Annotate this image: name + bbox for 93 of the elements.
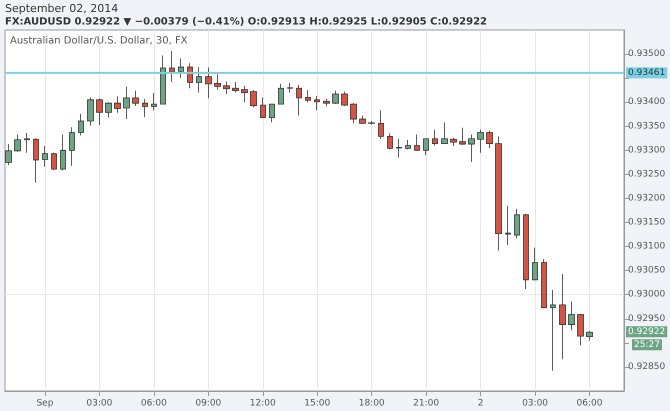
candlestick [441, 122, 448, 144]
candlestick [414, 134, 420, 152]
candlestick [241, 85, 248, 103]
y-tick-label: 0.93000 [628, 290, 666, 300]
candlestick [505, 205, 511, 246]
candlestick [250, 90, 257, 108]
x-tick-label: 18:00 [358, 398, 385, 408]
candlestick [24, 132, 30, 154]
y-tick-label: 0.93300 [628, 145, 666, 156]
candlestick [468, 134, 475, 162]
candlestick [396, 138, 402, 158]
candlestick [459, 127, 466, 146]
candlestick [577, 314, 584, 346]
candlestick [550, 290, 556, 372]
chart-subtitle: FX:AUDUSD 0.92922 ▼ −0.00379 (−0.41%) O:0.92913 H:0.92925 L:0.92905 C:0.92922 [5, 16, 488, 28]
y-tick-label: 0.93200 [628, 193, 666, 204]
ref-line-label: 0.93461 [628, 68, 666, 78]
candlestick [232, 82, 239, 93]
candlestick [477, 129, 484, 154]
candlestick [96, 98, 103, 126]
candlestick [532, 247, 538, 281]
candlestick [123, 86, 130, 120]
candlestick [305, 90, 311, 103]
candlestick [5, 144, 12, 166]
candlestick [514, 208, 520, 239]
candlestick [359, 115, 366, 124]
x-tick-label: 03:00 [522, 398, 548, 408]
y-tick-label: 0.92950 [628, 314, 666, 324]
candlestick [568, 301, 575, 331]
y-tick-label: 0.93250 [628, 169, 666, 180]
candlestick [205, 67, 212, 99]
x-tick-label: 09:00 [195, 398, 222, 408]
text: 0.92922 [628, 326, 666, 337]
y-tick-label: 0.92850 [628, 362, 666, 372]
candlestick [178, 58, 184, 79]
candlestick [142, 98, 148, 118]
candlestick [296, 84, 302, 116]
candlestick [87, 96, 94, 126]
x-tick-label: 03:00 [86, 398, 113, 408]
candlestick [196, 66, 202, 93]
candlestick [14, 134, 21, 152]
candlestick [586, 330, 593, 341]
candlestick [350, 102, 357, 124]
candlestick [387, 133, 393, 150]
candlestick [368, 120, 375, 125]
candlestick [60, 134, 66, 171]
candlestick [541, 258, 547, 309]
candlestick [33, 138, 39, 183]
candlestick [523, 213, 529, 290]
candlestick [223, 81, 230, 94]
text: September 02, 2014 [5, 2, 118, 15]
candlestick [332, 90, 339, 105]
candlestick [378, 110, 384, 140]
y-tick-label: 0.93400 [628, 97, 666, 108]
x-tick-label: 06:00 [140, 398, 168, 408]
candlestick [151, 92, 157, 111]
y-tick-label: 0.93050 [628, 266, 666, 276]
candlestick [260, 96, 266, 118]
candlestick [405, 139, 411, 150]
candlestick [323, 98, 330, 107]
x-tick-label: 06:00 [576, 398, 603, 408]
x-tick-label: 2 [478, 398, 484, 408]
candlestick [51, 152, 57, 170]
y-tick-label: 0.93500 [628, 49, 666, 60]
candlestick [559, 274, 566, 360]
candlestick [314, 96, 320, 111]
candlestick [423, 138, 429, 156]
candlestick [287, 82, 293, 93]
candlestick [69, 126, 75, 166]
candlestick [495, 136, 502, 251]
candlestick [214, 74, 221, 90]
candlestick [160, 55, 166, 105]
x-tick-label: 15:00 [304, 398, 330, 408]
candlestick [169, 50, 175, 82]
y-tick-label: 0.93350 [628, 121, 666, 132]
x-tick-label: Sep [36, 398, 54, 408]
candlestick [278, 84, 284, 105]
text: 25:27 [634, 340, 660, 350]
y-tick-label: 0.93150 [628, 218, 666, 228]
candlestick [114, 96, 121, 114]
y-tick-label: 0.93100 [628, 242, 666, 252]
candlestick [486, 130, 493, 148]
candlestick [341, 91, 348, 106]
text: Australian Dollar/U.S. Dollar, 30, FX [10, 36, 188, 46]
x-tick-label: 21:00 [413, 398, 440, 408]
x-tick-label: 12:00 [250, 398, 276, 408]
candlestick [42, 146, 48, 168]
candlestick [432, 129, 438, 146]
candlestick [269, 104, 275, 123]
candlestick [105, 102, 112, 118]
candlestick [78, 113, 84, 136]
candlestick [132, 90, 139, 106]
candlestick [450, 137, 457, 146]
